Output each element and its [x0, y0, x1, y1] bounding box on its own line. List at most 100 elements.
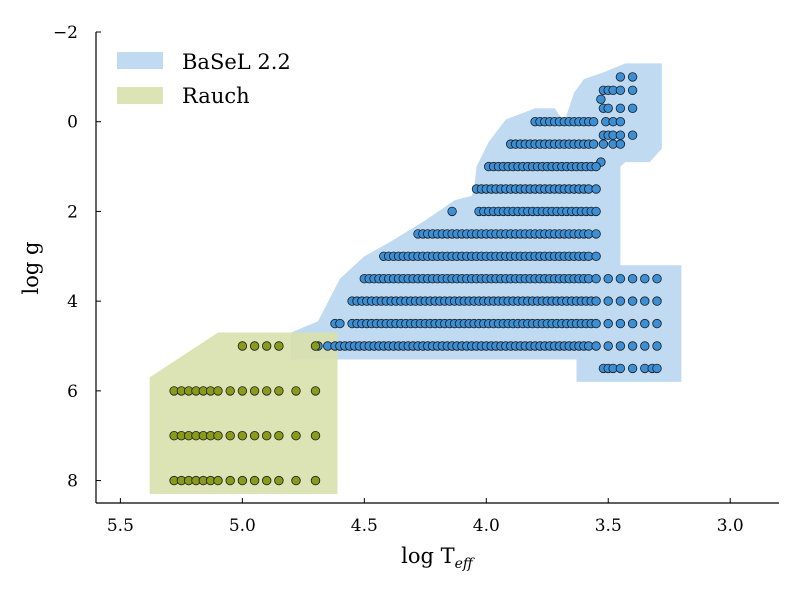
data-point-basel: [627, 363, 638, 374]
data-point-basel: [615, 318, 626, 329]
data-point-rauch: [249, 431, 260, 441]
data-point-rauch: [274, 431, 284, 441]
x-ticks: 5.5 5.0 4.5 4.0 3.5 3.0: [107, 498, 744, 536]
data-point-basel: [591, 296, 601, 306]
data-point-rauch: [249, 341, 260, 351]
data-point-basel: [615, 341, 626, 351]
data-point-basel: [591, 274, 601, 284]
data-point-rauch: [274, 341, 284, 351]
data-point-rauch: [262, 475, 272, 486]
data-point-basel: [591, 318, 601, 329]
data-point-basel: [591, 341, 601, 351]
data-point-basel: [603, 341, 613, 351]
data-point-basel: [591, 206, 601, 217]
data-point-basel: [615, 116, 626, 127]
data-point-rauch: [225, 431, 235, 441]
data-points: [169, 72, 662, 486]
x-tick-label: 5.5: [107, 516, 134, 536]
data-point-rauch: [310, 341, 321, 351]
data-point-basel: [627, 274, 638, 284]
data-point-rauch: [291, 431, 301, 441]
data-point-basel: [652, 363, 662, 374]
y-tick-label: 4: [67, 292, 78, 312]
data-point-basel: [640, 296, 650, 306]
data-point-basel: [335, 318, 345, 329]
data-point-basel: [627, 85, 638, 96]
region-rauch: [149, 332, 338, 494]
legend-swatch-basel: [117, 52, 163, 69]
y-axis-label: log g: [19, 242, 43, 295]
data-point-basel: [603, 274, 613, 284]
data-point-rauch: [225, 475, 235, 486]
data-point-basel: [598, 139, 609, 149]
y-tick-label: 2: [67, 202, 78, 222]
data-point-basel: [640, 341, 650, 351]
data-point-basel: [640, 318, 650, 329]
legend-label-rauch: Rauch: [182, 84, 250, 108]
axes: [95, 32, 779, 504]
data-point-rauch: [274, 386, 284, 396]
data-point-basel: [603, 296, 613, 306]
y-tick-label: 8: [67, 472, 78, 492]
data-point-basel: [640, 274, 650, 284]
data-point-rauch: [262, 386, 272, 396]
data-point-rauch: [310, 475, 321, 486]
data-point-rauch: [237, 475, 248, 486]
y-tick-label: −2: [53, 23, 78, 43]
x-axis-label-subscript: eff: [455, 556, 475, 572]
data-point-rauch: [249, 475, 260, 486]
data-point-basel: [627, 103, 638, 114]
data-point-rauch: [310, 431, 321, 441]
data-point-basel: [591, 184, 601, 194]
x-tick-label: 4.0: [473, 516, 500, 536]
data-point-basel: [615, 130, 626, 140]
data-point-basel: [591, 229, 601, 239]
data-point-rauch: [249, 386, 260, 396]
legend-label-basel: BaSeL 2.2: [182, 50, 291, 74]
data-point-basel: [615, 139, 626, 149]
data-point-rauch: [213, 475, 223, 486]
data-point-rauch: [291, 386, 301, 396]
y-tick-label: 0: [67, 113, 78, 133]
y-tick-label: 6: [67, 382, 78, 402]
x-tick-label: 3.5: [595, 516, 622, 536]
data-point-basel: [652, 341, 662, 351]
data-point-basel: [627, 318, 638, 329]
data-point-rauch: [291, 475, 301, 486]
y-ticks: −2 0 2 4 6 8: [53, 23, 101, 492]
data-point-basel: [652, 296, 662, 306]
data-point-rauch: [237, 341, 248, 351]
data-point-rauch: [274, 475, 284, 486]
data-point-basel: [615, 72, 626, 82]
data-point-rauch: [262, 431, 272, 441]
data-point-basel: [615, 103, 626, 114]
data-point-rauch: [262, 341, 272, 351]
data-point-basel: [588, 139, 599, 149]
data-point-basel: [615, 85, 626, 96]
data-point-basel: [627, 341, 638, 351]
data-point-rauch: [213, 431, 223, 441]
x-tick-label: 3.0: [717, 516, 744, 536]
data-point-basel: [588, 116, 599, 127]
data-point-basel: [615, 274, 626, 284]
data-point-basel: [603, 318, 613, 329]
data-point-basel: [591, 161, 601, 172]
data-point-rauch: [310, 386, 321, 396]
x-tick-label: 4.5: [351, 516, 378, 536]
data-point-basel: [627, 296, 638, 306]
data-point-basel: [615, 363, 626, 374]
data-point-basel: [627, 130, 638, 140]
x-tick-label: 5.0: [229, 516, 256, 536]
x-axis-label: log Teff: [401, 544, 475, 572]
data-point-basel: [652, 318, 662, 329]
legend-swatch-rauch: [117, 87, 163, 104]
data-point-basel: [596, 94, 606, 105]
data-point-basel: [615, 296, 626, 306]
data-point-basel: [447, 206, 457, 217]
data-point-basel: [652, 274, 662, 284]
data-point-rauch: [237, 386, 248, 396]
data-point-rauch: [237, 431, 248, 441]
data-point-basel: [603, 103, 613, 114]
data-point-basel: [627, 72, 638, 82]
